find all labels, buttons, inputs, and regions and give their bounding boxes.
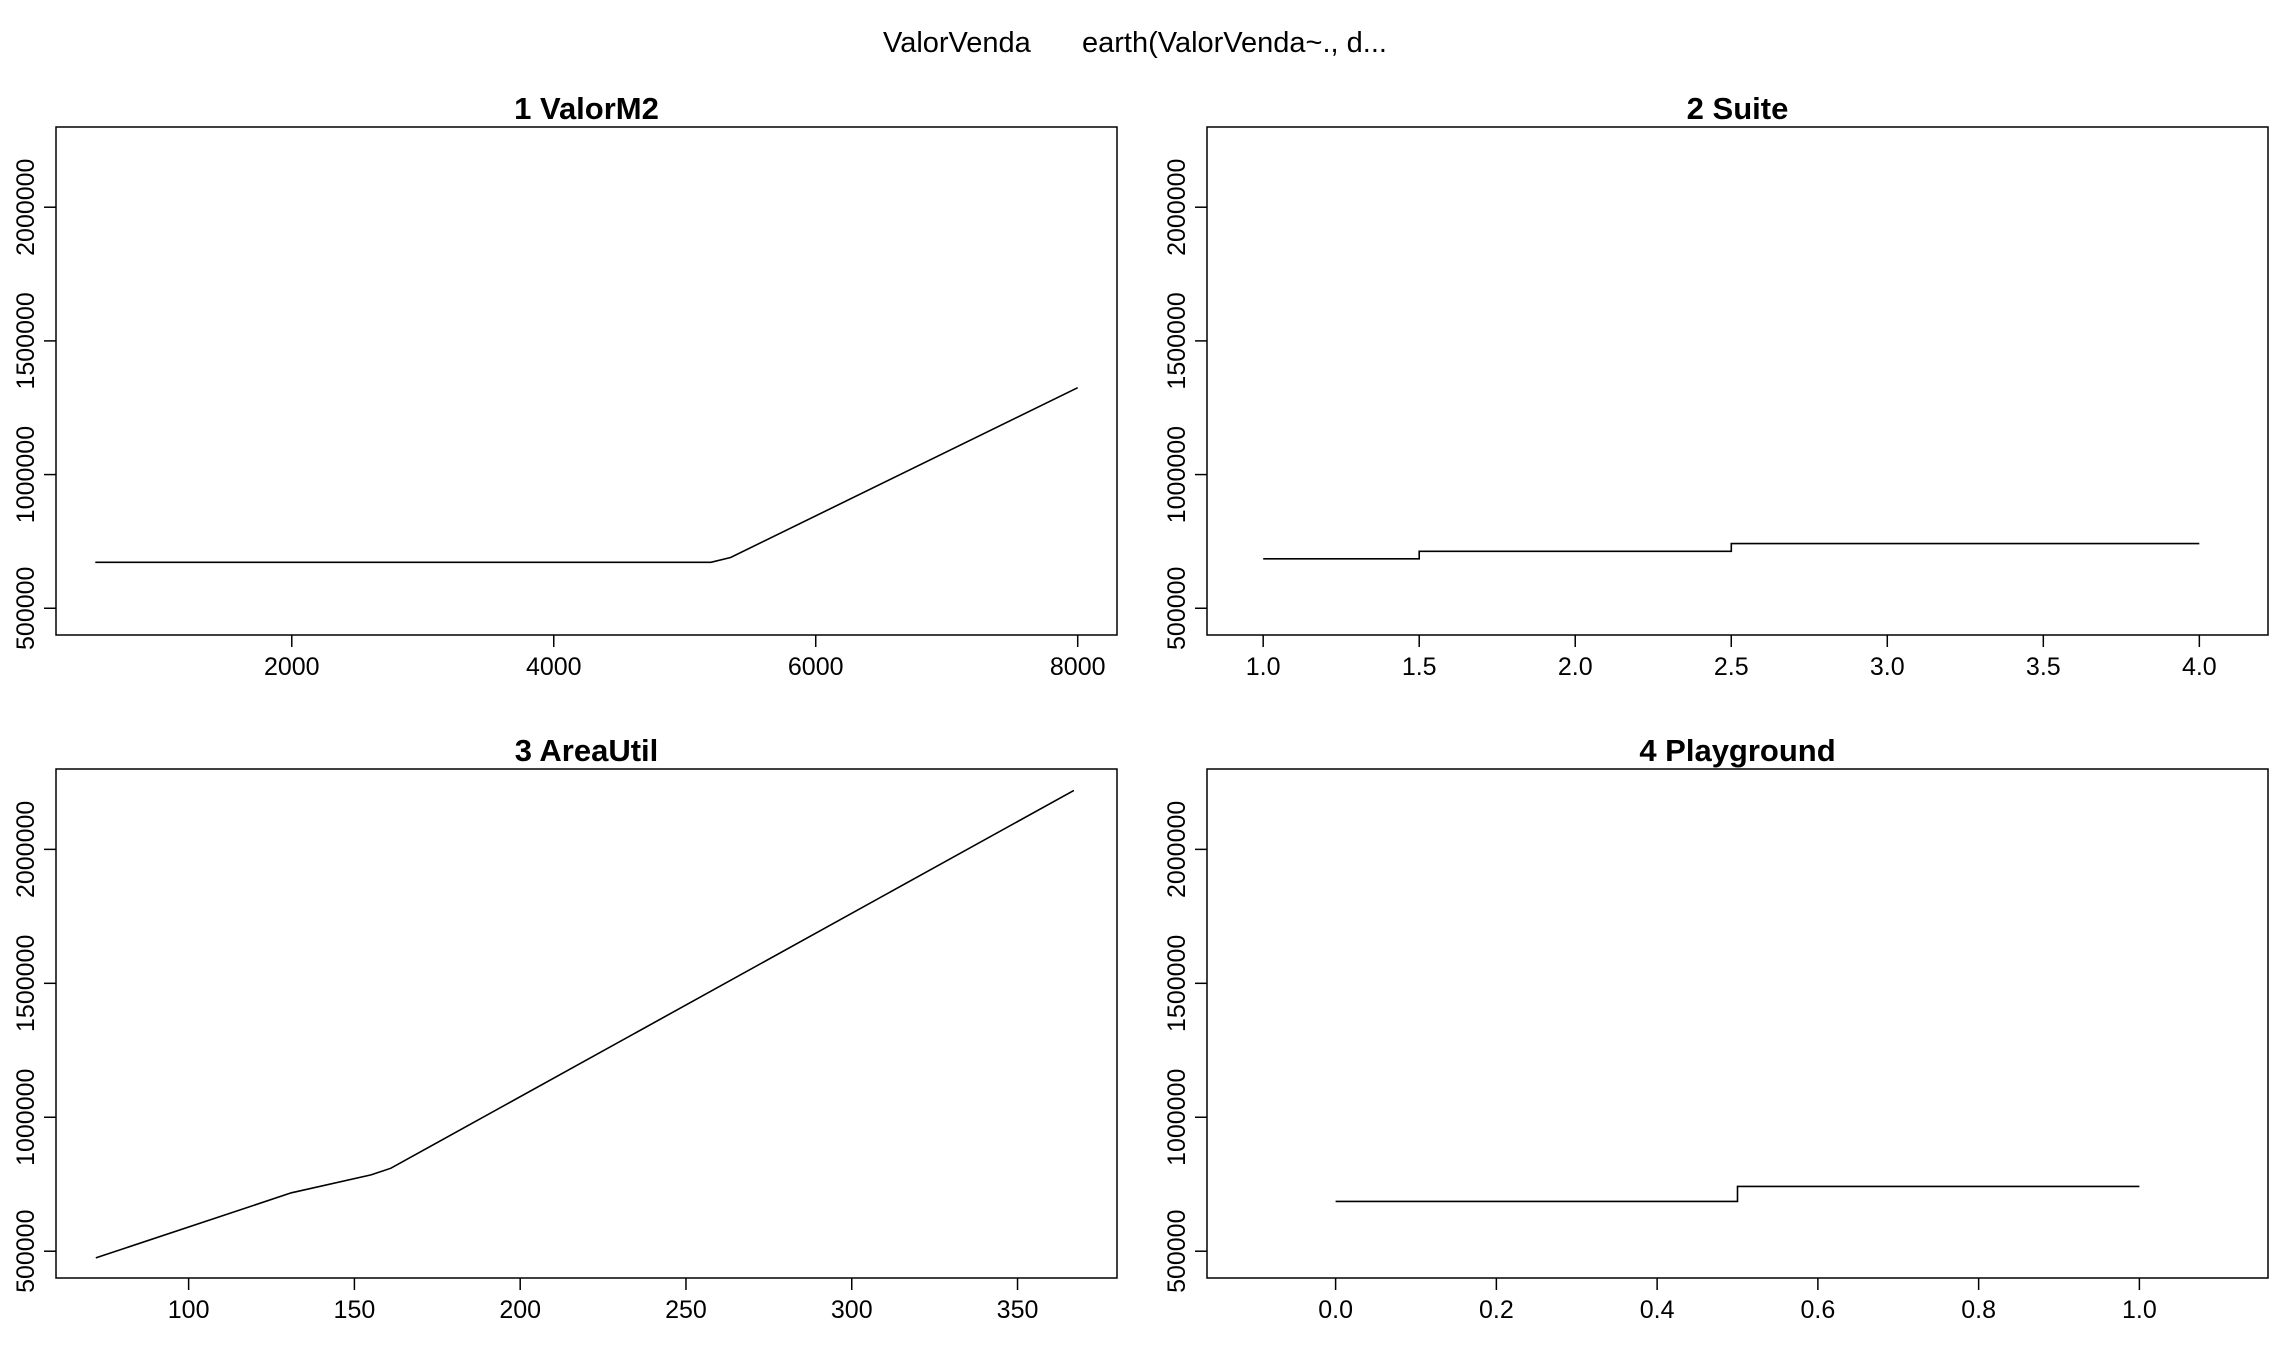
panel-1: 1 ValorM2 2000 4000 6000 8000 500000 1000000 15… — [12, 91, 1118, 681]
panel-title: 4 Playground — [1639, 733, 1835, 768]
x-tick-label: 0.4 — [1640, 1296, 1675, 1324]
panel-4: 4 Playground 0.0 0.2 0.4 0.6 0.8 1.0 500000 1000… — [1163, 733, 2269, 1324]
x-tick-label: 0.0 — [1318, 1296, 1353, 1324]
y-tick-label: 500000 — [1163, 567, 1191, 650]
x-tick-label: 300 — [831, 1296, 873, 1324]
x-tick-label: 6000 — [788, 653, 844, 681]
x-tick-label: 1.0 — [2122, 1296, 2157, 1324]
x-tick-label: 4.0 — [2182, 653, 2217, 681]
x-tick-label: 150 — [334, 1296, 376, 1324]
y-tick-label: 500000 — [12, 1209, 40, 1292]
plot-frame — [1206, 126, 2269, 636]
y-tick-label: 1500000 — [1163, 292, 1191, 389]
panel-3: 3 AreaUtil 100 150 200 250 300 350 500000 100000… — [12, 733, 1118, 1324]
y-tick-label: 1000000 — [1163, 1069, 1191, 1166]
plot-frame — [55, 126, 1118, 636]
series-line — [95, 789, 1075, 1259]
x-tick-label: 2.0 — [1558, 653, 1593, 681]
panel-title: 2 Suite — [1687, 91, 1789, 126]
y-tick-label: 2000000 — [1163, 801, 1191, 898]
model-formula: earth(ValorVenda~., d... — [1082, 27, 1387, 59]
x-tick-label: 4000 — [526, 653, 582, 681]
y-tick-label: 1000000 — [1163, 426, 1191, 523]
panel-2: 2 Suite 1.0 1.5 2.0 2.5 3.0 3.5 4.0 500000 100000… — [1163, 91, 2269, 681]
x-tick-label: 2.5 — [1714, 653, 1749, 681]
x-tick-label: 0.2 — [1479, 1296, 1514, 1324]
x-tick-label: 2000 — [264, 653, 320, 681]
y-tick-label: 1500000 — [1163, 935, 1191, 1032]
series-line — [1263, 542, 2200, 560]
y-tick-label: 500000 — [12, 567, 40, 650]
panel-title: 3 AreaUtil — [515, 733, 659, 768]
panels: 1 ValorM2 2000 4000 6000 8000 500000 1000000 15… — [12, 91, 2269, 1324]
y-tick-label: 1500000 — [12, 935, 40, 1032]
x-tick-label: 250 — [665, 1296, 707, 1324]
x-tick-label: 8000 — [1050, 653, 1106, 681]
x-tick-label: 3.0 — [1870, 653, 1905, 681]
x-tick-label: 3.5 — [2026, 653, 2061, 681]
x-tick-label: 1.5 — [1402, 653, 1437, 681]
y-tick-label: 1500000 — [12, 292, 40, 389]
plot-frame — [1206, 768, 2269, 1279]
x-tick-label: 0.6 — [1800, 1296, 1835, 1324]
y-tick-label: 2000000 — [12, 159, 40, 256]
series-line — [95, 386, 1079, 564]
series-line — [1335, 1185, 2140, 1203]
plot-frame — [55, 768, 1118, 1279]
y-tick-label: 1000000 — [12, 1069, 40, 1166]
x-tick-label: 200 — [499, 1296, 541, 1324]
y-tick-label: 1000000 — [12, 426, 40, 523]
x-tick-label: 0.8 — [1961, 1296, 1996, 1324]
x-tick-label: 1.0 — [1246, 653, 1281, 681]
y-tick-label: 2000000 — [12, 801, 40, 898]
y-tick-label: 2000000 — [1163, 159, 1191, 256]
response-label: ValorVenda — [883, 27, 1032, 59]
panel-title: 1 ValorM2 — [514, 91, 659, 126]
y-tick-label: 500000 — [1163, 1209, 1191, 1292]
x-tick-label: 100 — [168, 1296, 210, 1324]
x-tick-label: 350 — [997, 1296, 1039, 1324]
